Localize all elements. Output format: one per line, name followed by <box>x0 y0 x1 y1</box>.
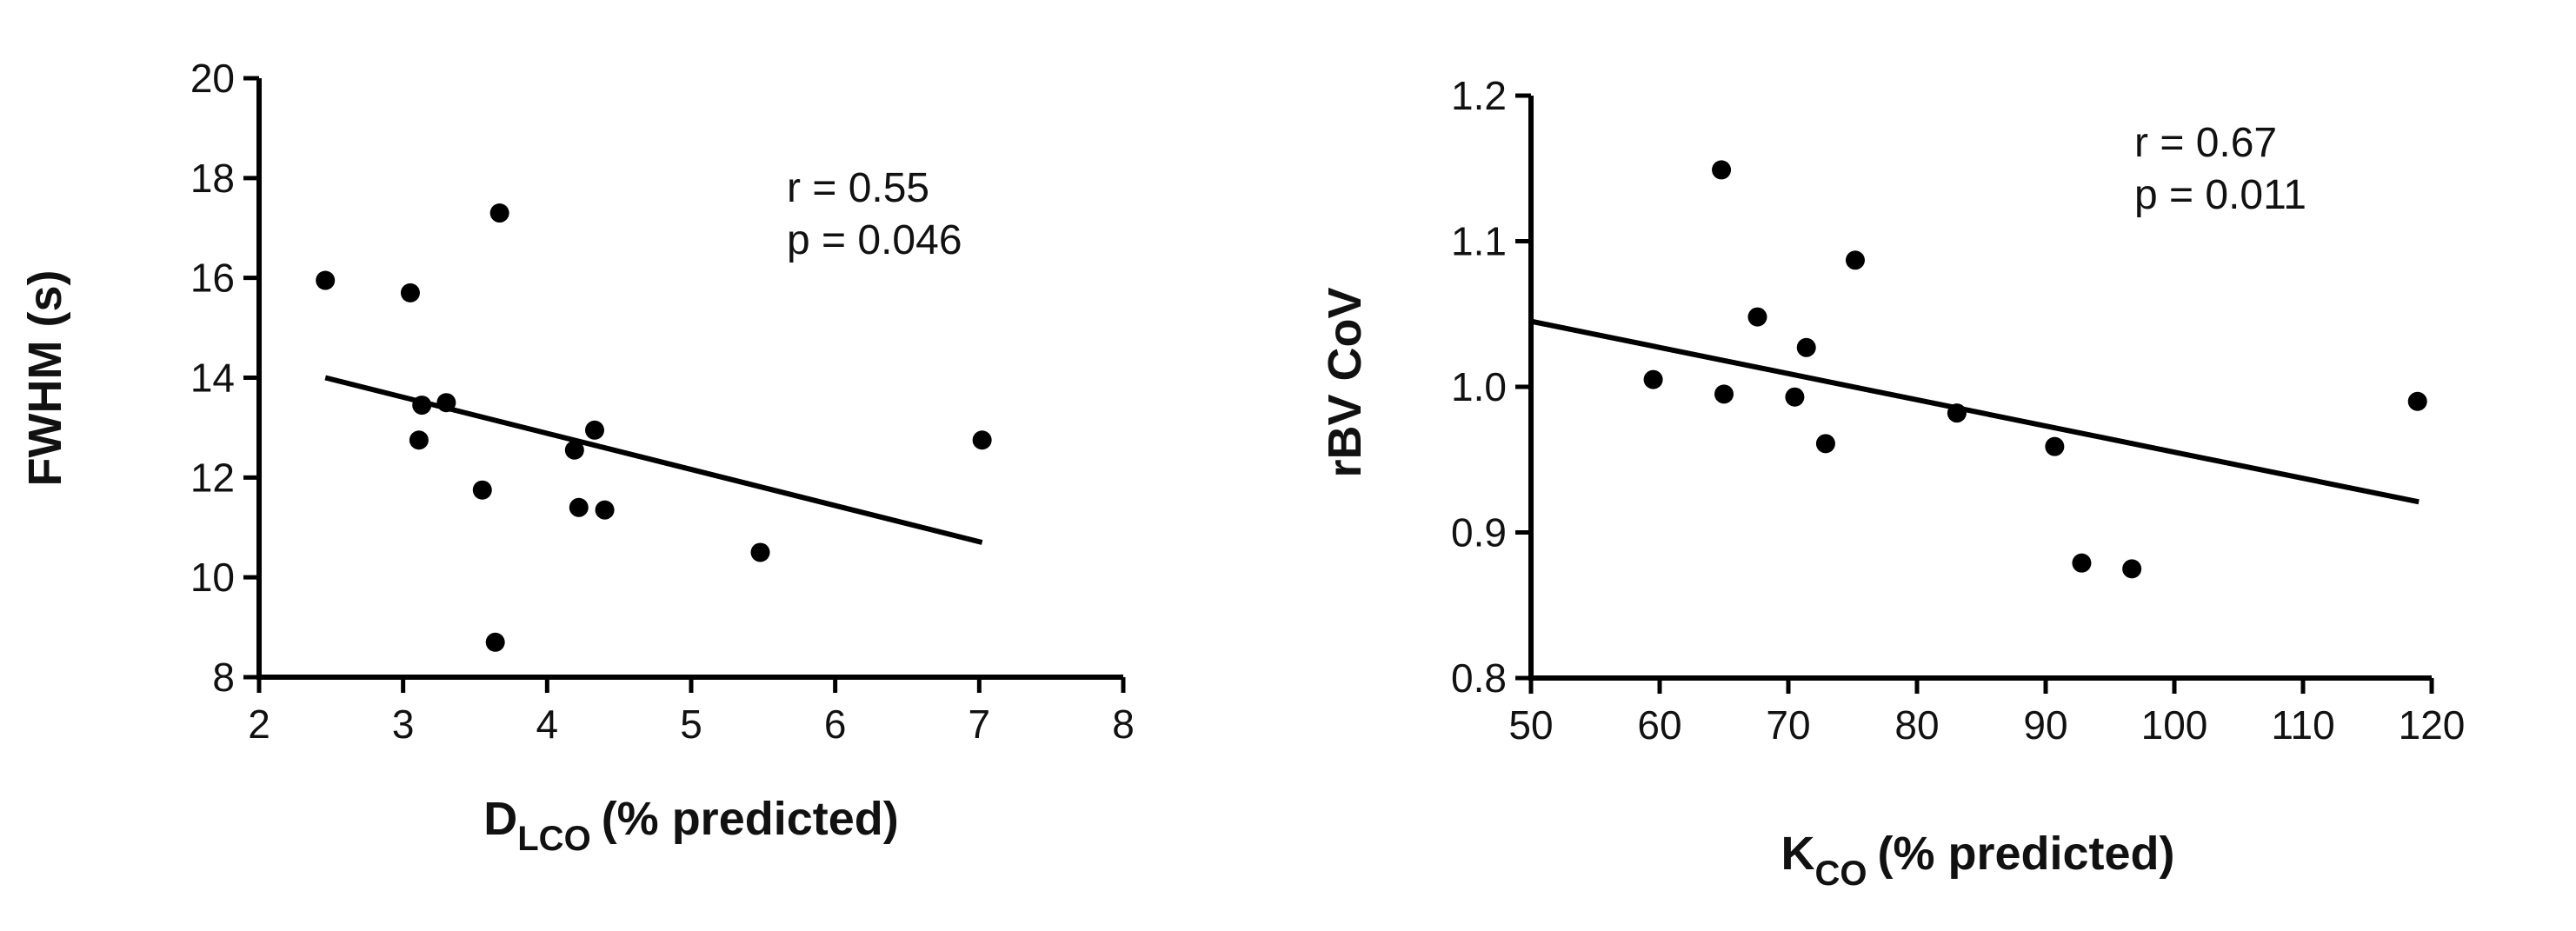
x-tick-label: 60 <box>1637 702 1681 748</box>
x-axis-title-subscript: LCO <box>517 820 590 858</box>
data-point <box>2407 391 2427 411</box>
x-axis-title-rest: (% predicted) <box>602 793 899 845</box>
y-tick-label: 18 <box>190 156 235 201</box>
y-tick-label: 8 <box>212 655 235 700</box>
x-axis-title-main: K <box>1781 828 1814 880</box>
chart-right: 0.8 0.9 1.0 1.1 1.2 50 60 70 80 90 100 110 120 rBV Co… <box>1319 73 2465 893</box>
data-point <box>1747 307 1767 327</box>
data-point <box>972 430 992 450</box>
y-axis-title: FWHM (s) <box>19 270 71 487</box>
y-tick-label: 10 <box>190 555 235 600</box>
stat-annotation: r = 0.55 <box>787 165 929 211</box>
x-tick-label: 120 <box>2399 702 2466 748</box>
x-tick-label: 4 <box>536 702 559 747</box>
data-point <box>400 283 420 303</box>
x-tick-label: 5 <box>680 702 702 747</box>
data-point <box>2122 559 2142 579</box>
data-point <box>485 632 505 652</box>
y-tick-label: 1.2 <box>1451 73 1507 118</box>
stat-annotation: r = 0.67 <box>2134 120 2277 166</box>
x-axis-title-rest: (% predicted) <box>1877 828 2174 880</box>
data-point <box>1712 160 1732 180</box>
y-tick-label: 1.0 <box>1451 364 1507 409</box>
x-axis-title-subscript: CO <box>1814 855 1867 893</box>
x-tick-label: 8 <box>1112 702 1135 747</box>
x-tick-label: 70 <box>1766 702 1810 748</box>
regression-line <box>1530 318 2420 505</box>
data-point <box>2045 436 2065 456</box>
data-point <box>1714 384 1734 404</box>
regression-line <box>324 375 983 545</box>
data-point <box>412 396 432 416</box>
y-tick-label: 1.1 <box>1451 219 1507 264</box>
data-point <box>1796 337 1816 357</box>
y-tick-label: 0.9 <box>1451 510 1507 555</box>
data-point <box>2072 553 2092 573</box>
stat-annotation: p = 0.011 <box>2134 172 2306 218</box>
data-point <box>1947 403 1967 423</box>
data-point <box>595 500 615 520</box>
x-tick-label: 50 <box>1508 702 1553 748</box>
data-point <box>1785 387 1805 407</box>
data-point <box>472 480 492 500</box>
y-axis-title: rBV CoV <box>1319 287 1371 477</box>
data-point <box>409 430 429 450</box>
x-tick-label: 110 <box>2271 702 2334 748</box>
data-point <box>564 440 584 460</box>
data-point <box>1845 250 1865 270</box>
stat-annotation: p = 0.046 <box>787 217 962 263</box>
data-point <box>436 393 456 413</box>
chart-left: 8 10 12 14 16 18 20 2 3 4 5 6 7 8 FWHM (s) DLCO (% predi… <box>19 56 1135 858</box>
x-tick-label: 7 <box>968 702 991 747</box>
data-point <box>569 497 589 517</box>
y-tick-label: 14 <box>190 356 235 401</box>
data-point <box>585 420 605 440</box>
data-point <box>750 542 770 562</box>
x-tick-label: 90 <box>2023 702 2067 748</box>
x-tick-label: 2 <box>248 702 270 747</box>
y-tick-label: 16 <box>190 256 235 301</box>
x-tick-label: 80 <box>1894 702 1939 748</box>
x-axis-title: DLCO (% predicted) <box>483 793 898 858</box>
x-tick-label: 3 <box>392 702 415 747</box>
data-point <box>489 203 509 223</box>
data-point <box>316 270 336 290</box>
y-tick-label: 0.8 <box>1451 655 1507 701</box>
y-tick-label: 12 <box>190 455 235 500</box>
data-point <box>1815 434 1835 454</box>
y-tick-label: 20 <box>190 56 235 101</box>
x-axis-title-main: D <box>483 793 517 845</box>
x-tick-label: 100 <box>2141 702 2208 748</box>
x-axis-title: KCO (% predicted) <box>1781 828 2174 893</box>
x-tick-label: 6 <box>824 702 847 747</box>
data-point <box>1643 369 1663 389</box>
